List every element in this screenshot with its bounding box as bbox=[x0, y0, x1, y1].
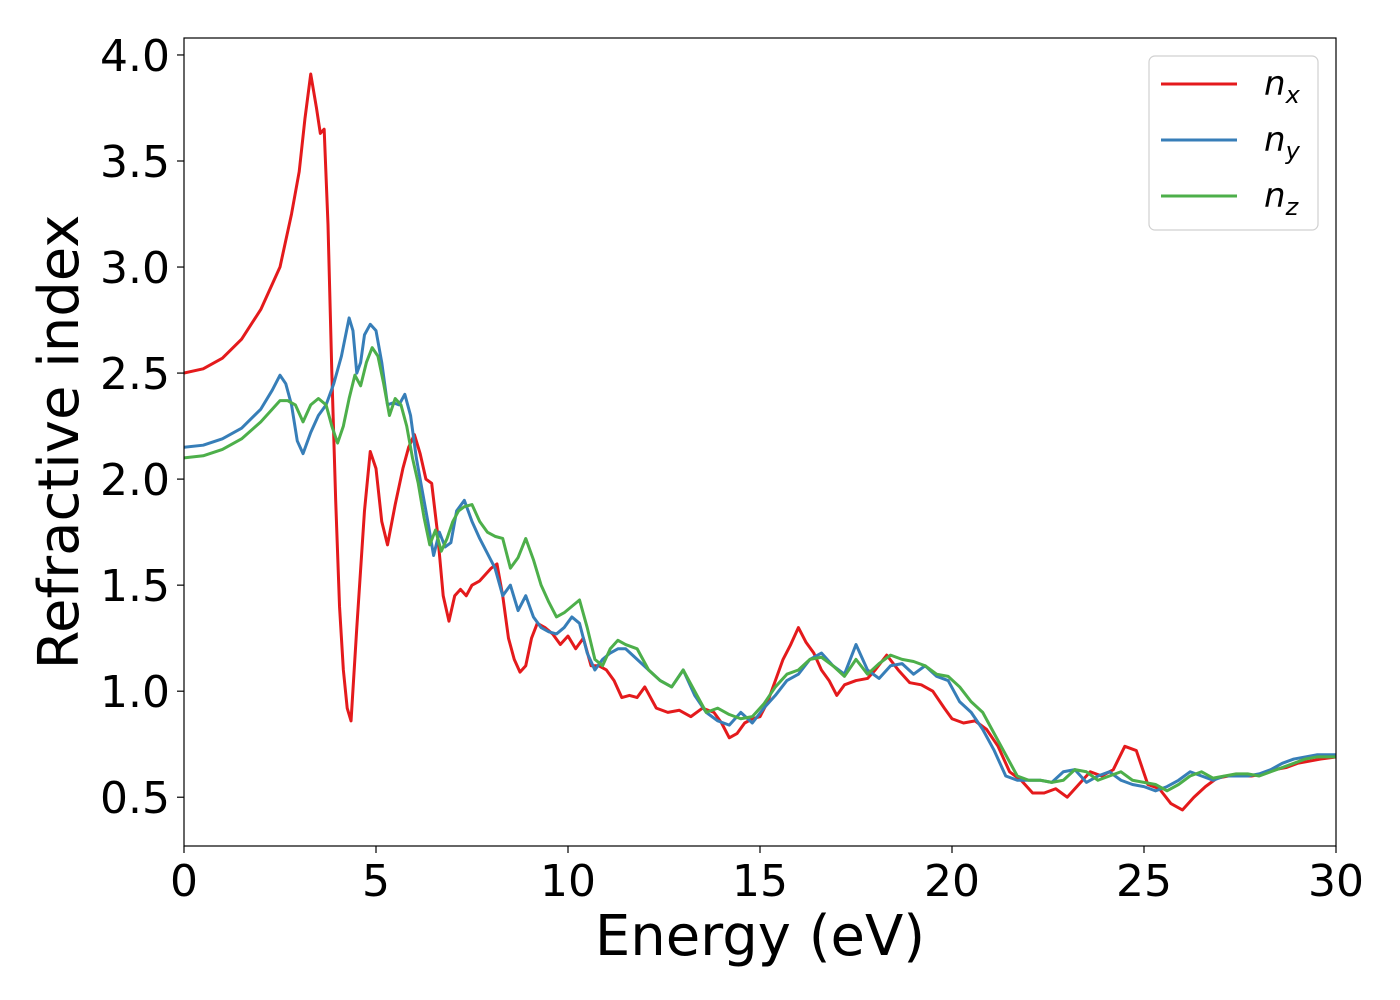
legend-label-x: nx bbox=[1264, 64, 1301, 109]
x-tick-label: 10 bbox=[540, 856, 596, 907]
y-axis-title: Refractive index bbox=[27, 215, 92, 670]
y-tick-label: 2.5 bbox=[100, 349, 170, 400]
y-tick-label: 1.0 bbox=[100, 667, 170, 718]
x-axis: 0 5 10 15 20 25 30 bbox=[170, 846, 1364, 907]
y-tick-label: 4.0 bbox=[100, 31, 170, 82]
y-tick-label: 3.5 bbox=[100, 137, 170, 188]
x-tick-label: 5 bbox=[362, 856, 390, 907]
series-line-z bbox=[184, 346, 1336, 793]
legend-label-y: ny bbox=[1264, 120, 1301, 165]
x-tick-label: 20 bbox=[924, 856, 980, 907]
x-tick-label: 25 bbox=[1116, 856, 1172, 907]
y-tick-label: 3.0 bbox=[100, 243, 170, 294]
y-tick-label: 2.0 bbox=[100, 455, 170, 506]
x-tick-label: 0 bbox=[170, 856, 198, 907]
y-axis: 0.5 1.0 1.5 2.0 2.5 3.0 3.5 4.0 bbox=[100, 31, 184, 824]
legend-frame bbox=[1148, 55, 1319, 231]
x-tick-label: 30 bbox=[1308, 856, 1364, 907]
series-line-y bbox=[184, 316, 1336, 793]
x-axis-title: Energy (eV) bbox=[595, 904, 925, 969]
y-tick-label: 0.5 bbox=[100, 773, 170, 824]
y-tick-label: 1.5 bbox=[100, 561, 170, 612]
legend: nx ny nz bbox=[1148, 55, 1319, 231]
x-tick-label: 15 bbox=[732, 856, 788, 907]
legend-label-z: nz bbox=[1264, 176, 1300, 221]
series-layer bbox=[184, 72, 1336, 812]
